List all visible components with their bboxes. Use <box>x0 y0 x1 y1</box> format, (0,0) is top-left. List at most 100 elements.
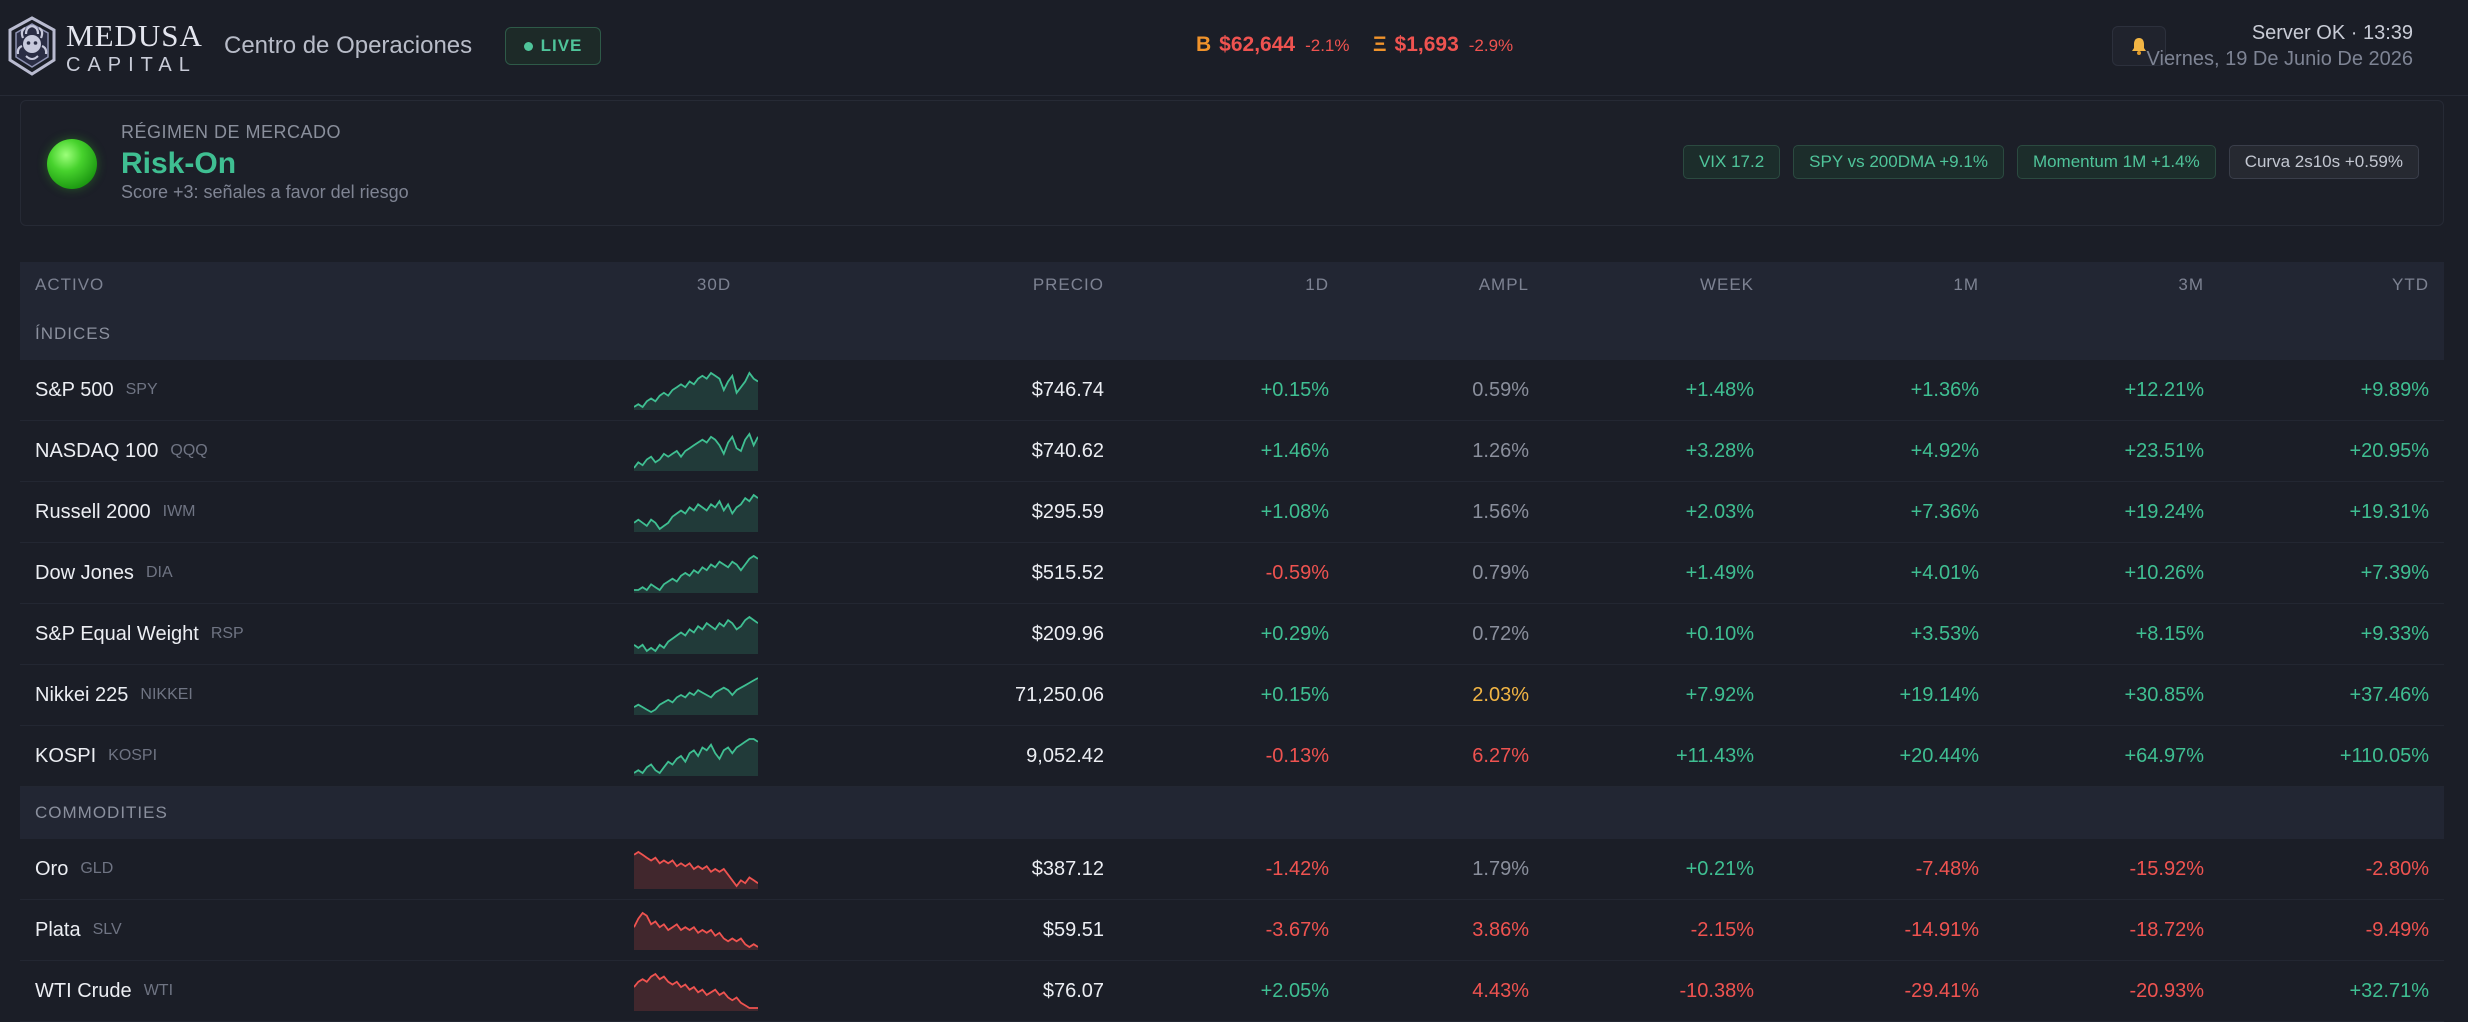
table-row[interactable]: Plata SLV $59.51 -3.67% 3.86% -2.15% -14.91% -1… <box>20 900 2444 961</box>
table-row[interactable]: Nikkei 225 NIKKEI 71,250.06 +0.15% 2.03% +7.9… <box>20 665 2444 726</box>
page-title: Centro de Operaciones <box>224 32 473 59</box>
change-week-cell: -10.38% <box>1679 979 1755 1002</box>
notifications-button[interactable] <box>2112 26 2166 66</box>
col-header-week[interactable]: WEEK <box>1699 275 1754 294</box>
sparkline-cell <box>634 604 758 664</box>
change-1m-cell: -7.48% <box>1915 857 1979 880</box>
sparkline-area <box>634 373 758 410</box>
sparkline-line <box>634 432 758 469</box>
col-header-ampl[interactable]: AMPL <box>1478 275 1529 294</box>
price-cell: $746.74 <box>1031 378 1104 401</box>
col-header-precio[interactable]: PRECIO <box>1032 275 1104 294</box>
sparkline-chart <box>634 972 758 1011</box>
change-1m-cell: +19.14% <box>1899 683 1979 706</box>
indicator-momentum: Momentum 1M +1.4% <box>2016 145 2216 179</box>
col-header-ytd[interactable]: YTD <box>2392 275 2429 294</box>
bell-icon <box>2132 38 2146 55</box>
change-3m-cell: +64.97% <box>2124 744 2204 767</box>
eth-change: -2.9% <box>1468 36 1514 55</box>
sparkline-chart <box>634 738 758 776</box>
change-1m-cell: +1.36% <box>1910 378 1979 401</box>
sparkline-area <box>634 495 758 532</box>
section-title: ÍNDICES <box>35 324 111 343</box>
change-1d-cell: +2.05% <box>1260 979 1329 1002</box>
price-cell: $59.51 <box>1042 918 1104 941</box>
price-cell: 71,250.06 <box>1015 683 1104 706</box>
change-3m-cell: +19.24% <box>2124 500 2204 523</box>
market-regime-panel: RÉGIMEN DE MERCADO Risk-On Score +3: señ… <box>20 100 2444 226</box>
asset-name: Plata <box>35 918 81 941</box>
change-ytd-cell: +9.89% <box>2360 378 2429 401</box>
live-dot-icon <box>523 41 533 51</box>
eth-price: $1,693 <box>1394 33 1459 56</box>
change-1m-cell: +4.01% <box>1910 561 1979 584</box>
asset-name-cell: NASDAQ 100 QQQ <box>35 421 208 481</box>
change-3m-cell: -18.72% <box>2129 918 2205 941</box>
sparkline-line <box>634 972 758 1009</box>
change-week-cell: +0.10% <box>1685 622 1754 645</box>
table-row[interactable]: Russell 2000 IWM $295.59 +1.08% 1.56% +2.03% +… <box>20 482 2444 543</box>
range-cell: 0.72% <box>1472 622 1529 645</box>
change-1d-cell: +1.08% <box>1260 500 1329 523</box>
crypto-ticker-btc[interactable]: B $62,644 -2.1% <box>1196 33 1350 57</box>
price-cell: $740.62 <box>1031 439 1104 462</box>
change-1d-cell: +0.15% <box>1260 683 1329 706</box>
sparkline-chart <box>634 615 758 654</box>
section-title: COMMODITIES <box>35 803 168 822</box>
crypto-ticker-eth[interactable]: Ξ $1,693 -2.9% <box>1373 33 1513 57</box>
live-label: LIVE <box>540 36 583 55</box>
asset-name-cell: Plata SLV <box>35 900 122 960</box>
live-badge: LIVE <box>505 27 601 65</box>
indicator-curve: Curva 2s10s +0.59% <box>2228 145 2419 179</box>
change-1d-cell: +0.29% <box>1260 622 1329 645</box>
sparkline-chart <box>634 554 758 593</box>
range-cell: 0.79% <box>1472 561 1529 584</box>
change-ytd-cell: +7.39% <box>2360 561 2429 584</box>
price-cell: $515.52 <box>1031 561 1104 584</box>
price-cell: 9,052.42 <box>1026 744 1104 767</box>
change-3m-cell: -15.92% <box>2129 857 2205 880</box>
sparkline-line <box>634 493 758 531</box>
sparkline-area <box>634 678 758 715</box>
table-row[interactable]: WTI Crude WTI $76.07 +2.05% 4.43% -10.38% -29.… <box>20 961 2444 1022</box>
asset-ticker: IWM <box>162 503 196 520</box>
col-header-1m[interactable]: 1M <box>1953 275 1979 294</box>
change-ytd-cell: -9.49% <box>2365 918 2429 941</box>
sparkline-area <box>634 556 758 593</box>
sparkline-cell <box>634 543 758 603</box>
col-header-1d[interactable]: 1D <box>1305 275 1329 294</box>
medusa-logo[interactable] <box>6 16 58 78</box>
table-row[interactable]: KOSPI KOSPI 9,052.42 -0.13% 6.27% +11.43% +20.… <box>20 726 2444 787</box>
green-orb-icon <box>47 139 97 189</box>
sparkline-area <box>634 617 758 654</box>
change-week-cell: +7.92% <box>1685 683 1754 706</box>
table-row[interactable]: Oro GLD $387.12 -1.42% 1.79% +0.21% -7.48% -15.… <box>20 839 2444 900</box>
sparkline-cell <box>634 421 758 481</box>
change-1m-cell: -29.41% <box>1904 979 1980 1002</box>
table-body: ÍNDICES S&P 500 SPY $746.74 +0.15% 0.59% +1.48… <box>20 308 2444 1022</box>
change-3m-cell: +8.15% <box>2135 622 2204 645</box>
regime-indicators: VIX 17.2 SPY vs 200DMA +9.1% Momentum 1M… <box>1682 145 2419 179</box>
asset-ticker: KOSPI <box>108 747 158 764</box>
brand-name: MEDUSA <box>66 18 203 53</box>
table-row[interactable]: S&P 500 SPY $746.74 +0.15% 0.59% +1.48% +1.36%… <box>20 360 2444 421</box>
col-header-activo[interactable]: ACTIVO <box>35 275 105 294</box>
sparkline-line <box>634 677 758 714</box>
bitcoin-icon: B <box>1196 33 1212 56</box>
table-row[interactable]: Dow Jones DIA $515.52 -0.59% 0.79% +1.49% +4.0… <box>20 543 2444 604</box>
change-ytd-cell: +110.05% <box>2339 744 2429 767</box>
change-1d-cell: +0.15% <box>1260 378 1329 401</box>
change-1m-cell: +3.53% <box>1910 622 1979 645</box>
table-row[interactable]: NASDAQ 100 QQQ $740.62 +1.46% 1.26% +3.28% +4.… <box>20 421 2444 482</box>
server-status: Server OK · 13:39 <box>2251 22 2413 44</box>
asset-name: Nikkei 225 <box>35 683 129 706</box>
change-week-cell: +1.49% <box>1685 561 1754 584</box>
indicator-spy-200dma: SPY vs 200DMA +9.1% <box>1793 145 2004 179</box>
change-ytd-cell: -2.80% <box>2365 857 2429 880</box>
table-row[interactable]: S&P Equal Weight RSP $209.96 +0.29% 0.72% +0.… <box>20 604 2444 665</box>
btc-change: -2.1% <box>1305 36 1350 55</box>
asset-name: Russell 2000 <box>35 500 151 523</box>
sparkline-line <box>634 615 758 653</box>
asset-name-cell: S&P 500 SPY <box>35 360 158 420</box>
col-header-3m[interactable]: 3M <box>2178 275 2204 294</box>
